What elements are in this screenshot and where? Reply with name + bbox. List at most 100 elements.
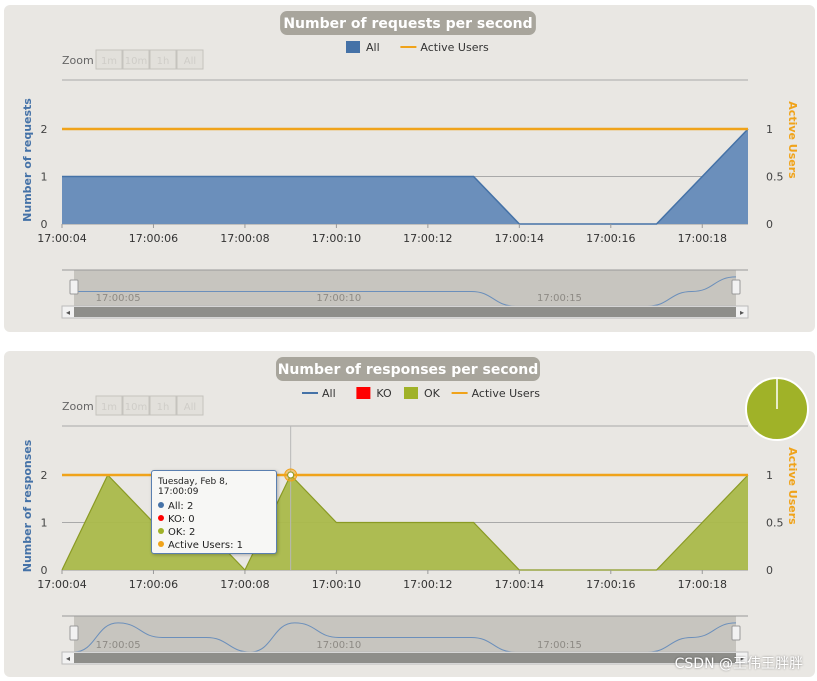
watermark: CSDN @王伟王胖胖 — [674, 656, 803, 672]
y2-tick-label: 0 — [766, 564, 773, 577]
tooltip-row-ko: KO: 0 — [158, 513, 270, 526]
navigator-tick-label: 17:00:10 — [316, 293, 361, 304]
y-tick-label: 1 — [41, 517, 48, 530]
scroll-left-arrow-icon[interactable]: ◂ — [66, 654, 70, 663]
y2-tick-label: 1 — [766, 469, 773, 482]
x-tick-label: 17:00:12 — [403, 578, 452, 591]
navigator-background — [74, 616, 736, 652]
x-tick-label: 17:00:06 — [129, 578, 178, 591]
y-tick-label: 1 — [41, 171, 48, 184]
x-tick-label: 17:00:10 — [312, 232, 361, 245]
zoom-button-10m[interactable] — [122, 49, 150, 70]
zoom-button-1h[interactable] — [149, 395, 177, 416]
navigator-tick-label: 17:00:05 — [96, 640, 141, 651]
zoom-button-label: 10m — [125, 56, 147, 67]
navigator-scrollbar-thumb[interactable] — [74, 653, 736, 663]
legend-item-active-users[interactable]: Active Users — [472, 387, 541, 400]
navigator-right-handle[interactable] — [731, 279, 741, 295]
x-tick-label: 17:00:16 — [586, 232, 635, 245]
zoom-button-label: 1m — [101, 402, 117, 413]
chart-responses: Number of responses per second All KO OK Act… — [21, 357, 809, 665]
scroll-right-arrow-icon[interactable]: ▸ — [740, 308, 744, 317]
x-tick-label: 17:00:04 — [37, 232, 86, 245]
navigator-tick-label: 17:00:15 — [537, 293, 582, 304]
zoom-button-label: All — [184, 56, 196, 67]
zoom-button-label: 10m — [125, 402, 147, 413]
navigator-left-handle[interactable] — [69, 279, 79, 295]
x-tick-label: 17:00:04 — [37, 578, 86, 591]
x-tick-label: 17:00:14 — [495, 232, 544, 245]
y2-tick-label: 0 — [766, 218, 773, 231]
navigator-right-handle[interactable] — [731, 625, 741, 641]
zoom-button-label: All — [184, 402, 196, 413]
zoom-button-1m[interactable] — [95, 49, 123, 70]
zoom-button-10m[interactable] — [122, 395, 150, 416]
chart-title: Number of requests per second — [283, 16, 532, 32]
x-tick-label: 17:00:14 — [495, 578, 544, 591]
y-tick-label: 2 — [41, 123, 48, 136]
chart-title-background — [280, 11, 536, 35]
legend-item-ok[interactable]: OK — [424, 387, 441, 400]
navigator-left-handle[interactable] — [69, 625, 79, 641]
y-axis-title: Number of requests — [21, 98, 34, 222]
chart-title-background — [276, 357, 540, 381]
x-tick-label: 17:00:12 — [403, 232, 452, 245]
tooltip-row-active-users: Active Users: 1 — [158, 539, 270, 552]
y2-tick-label: 0.5 — [766, 517, 784, 530]
tooltip-title: Tuesday, Feb 8, 17:00:09 — [158, 477, 228, 497]
zoom-button-label: 1h — [157, 402, 170, 413]
scroll-left-arrow-icon[interactable]: ◂ — [66, 308, 70, 317]
tooltip-active-users-value: Active Users: 1 — [168, 540, 244, 551]
zoom-label: Zoom — [62, 54, 94, 67]
legend-symbol-0 — [346, 41, 360, 53]
y2-axis-title: Active Users — [786, 447, 799, 525]
navigator-background — [74, 270, 736, 306]
x-tick-label: 17:00:08 — [220, 578, 269, 591]
navigator-tick-label: 17:00:10 — [316, 640, 361, 651]
zoom-button-1m[interactable] — [95, 395, 123, 416]
navigator-tick-label: 17:00:15 — [537, 640, 582, 651]
navigator-tick-label: 17:00:05 — [96, 293, 141, 304]
x-tick-label: 17:00:10 — [312, 578, 361, 591]
legend-item-active-users[interactable]: Active Users — [420, 41, 489, 54]
tooltip-dot-icon — [158, 528, 164, 534]
navigator-scrollbar-thumb[interactable] — [74, 307, 736, 317]
zoom-button-All[interactable] — [176, 395, 204, 416]
chart-title: Number of responses per second — [278, 362, 539, 378]
tooltip-row-all: All: 2 — [158, 500, 270, 513]
legend-item-all[interactable]: All — [366, 41, 380, 54]
zoom-label: Zoom — [62, 400, 94, 413]
zoom-button-label: 1m — [101, 56, 117, 67]
legend-symbol-1 — [356, 387, 371, 399]
tooltip-dot-icon — [158, 502, 164, 508]
series-line-all — [62, 128, 749, 225]
tooltip-ok-value: OK: 2 — [168, 527, 196, 538]
y2-tick-label: 1 — [766, 123, 773, 136]
x-tick-label: 17:00:18 — [678, 232, 727, 245]
zoom-button-All[interactable] — [176, 49, 204, 70]
chart-requests: Number of requests per second All Active U… — [21, 11, 799, 319]
chart-tooltip: Tuesday, Feb 8, 17:00:09 All: 2 KO: 0 OK… — [151, 470, 277, 554]
x-tick-label: 17:00:06 — [129, 232, 178, 245]
tooltip-dot-icon — [158, 515, 164, 521]
tooltip-all-value: All: 2 — [168, 501, 194, 512]
tooltip-row-ok: OK: 2 — [158, 526, 270, 539]
y-tick-label: 0 — [41, 218, 48, 231]
legend-item-all[interactable]: All — [322, 387, 336, 400]
x-tick-label: 17:00:16 — [586, 578, 635, 591]
zoom-button-1h[interactable] — [149, 49, 177, 70]
legend-symbol-2 — [404, 387, 418, 399]
scroll-right-arrow-icon[interactable]: ▸ — [740, 654, 744, 663]
hover-marker-ok — [287, 471, 295, 479]
y-axis-title: Number of responses — [21, 439, 34, 572]
tooltip-ko-value: KO: 0 — [168, 514, 195, 525]
zoom-button-label: 1h — [157, 56, 170, 67]
tooltip-dot-icon — [158, 541, 164, 547]
x-tick-label: 17:00:08 — [220, 232, 269, 245]
y-tick-label: 2 — [41, 469, 48, 482]
y2-tick-label: 0.5 — [766, 171, 784, 184]
x-tick-label: 17:00:18 — [678, 578, 727, 591]
legend-item-ko[interactable]: KO — [376, 387, 392, 400]
y-tick-label: 0 — [41, 564, 48, 577]
